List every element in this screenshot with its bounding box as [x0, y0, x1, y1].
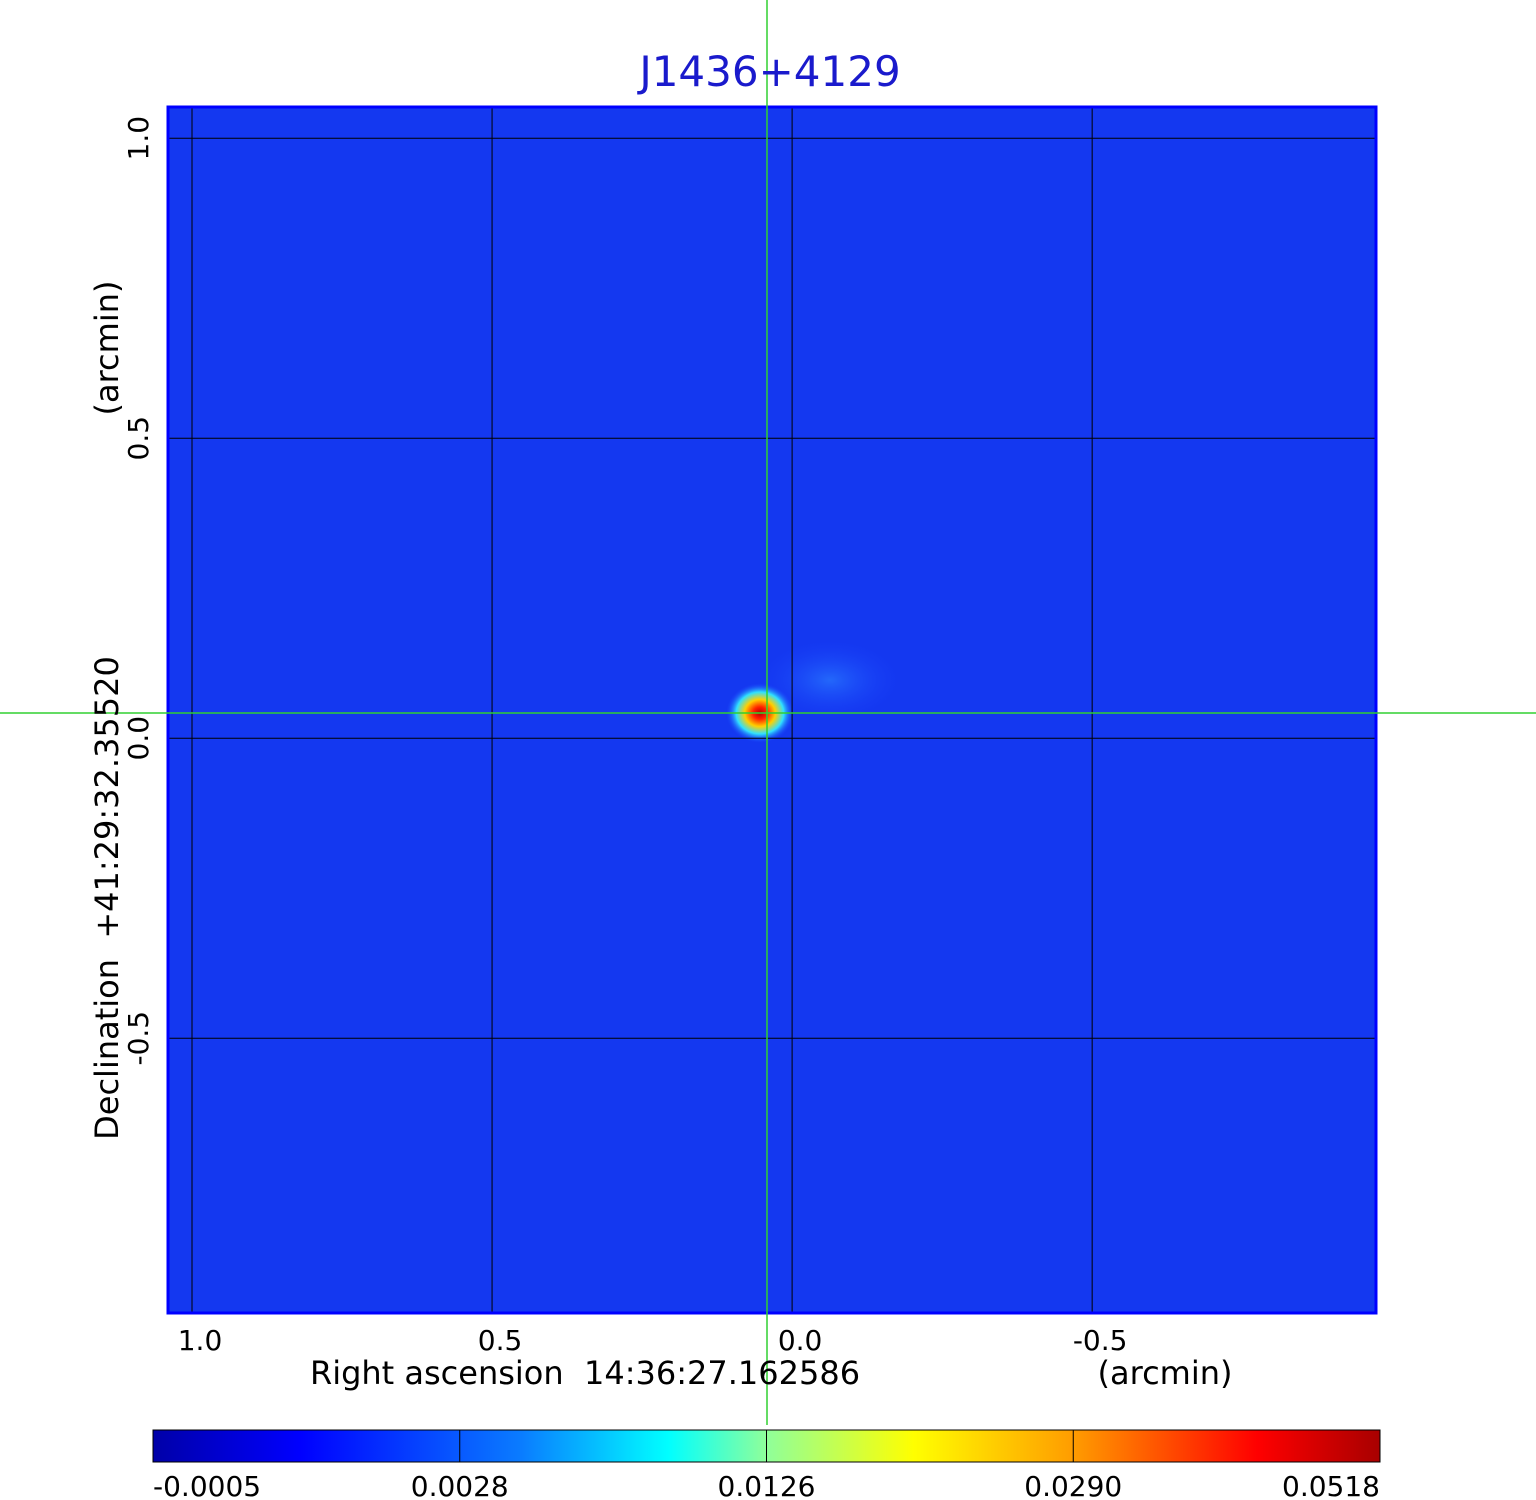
x-axis-unit: (arcmin) — [1098, 1354, 1233, 1392]
x-tick-label: 0.5 — [478, 1324, 523, 1357]
y-tick-label: -0.5 — [122, 1011, 155, 1066]
x-tick-label: 1.0 — [178, 1324, 223, 1357]
y-tick-label: 0.5 — [122, 416, 155, 461]
colorbar-tick-label: -0.0005 — [153, 1470, 261, 1500]
grid — [168, 107, 1376, 1313]
y-axis-unit: (arcmin) — [88, 281, 126, 416]
y-tick-label: 1.0 — [122, 116, 155, 161]
colorbar-tick-label: 0.0126 — [718, 1470, 816, 1500]
y-axis-label: Declination +41:29:32.35520 — [88, 656, 126, 1140]
colorbar-tick-label: 0.0518 — [1282, 1470, 1380, 1500]
frame — [166, 105, 1378, 1315]
image-panel — [168, 107, 1376, 1313]
chart-title: J1436+4129 — [636, 47, 900, 96]
diffuse-emission — [760, 640, 900, 720]
x-axis-label: Right ascension 14:36:27.162586 — [310, 1354, 860, 1392]
y-tick-label: 0.0 — [122, 716, 155, 761]
x-tick-label: -0.5 — [1073, 1324, 1128, 1357]
x-tick-label: 0.0 — [778, 1324, 823, 1357]
colorbar-tick-label: 0.0290 — [1024, 1470, 1122, 1500]
colorbar-tick-label: 0.0028 — [411, 1470, 509, 1500]
